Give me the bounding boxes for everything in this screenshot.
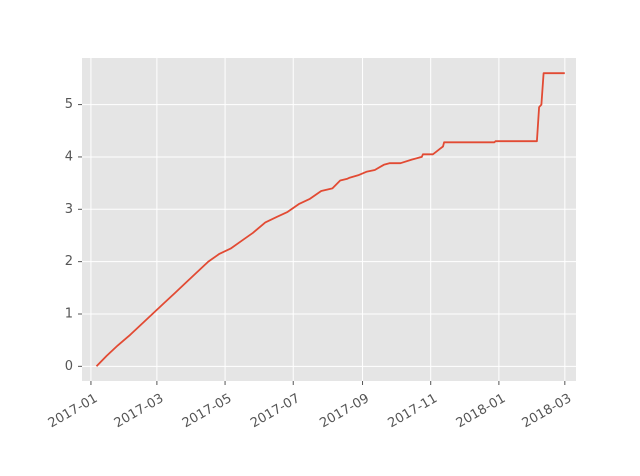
y-tick-label: 1 [65, 306, 73, 321]
plot-background [82, 58, 576, 381]
x-tick-label: 2017-11 [386, 391, 441, 431]
x-tick-label: 2017-03 [112, 391, 167, 431]
x-tick-label: 2017-01 [46, 391, 101, 431]
series-layer [95, 72, 565, 367]
x-tick-label: 2017-05 [180, 391, 235, 431]
series-line [95, 72, 565, 367]
x-tick-label: 2018-01 [454, 391, 509, 431]
x-tick-label: 2018-03 [520, 391, 575, 431]
x-tick-label: 2017-07 [248, 391, 303, 431]
grid-lines [82, 58, 576, 381]
x-tick-label: 2017-09 [317, 391, 372, 431]
y-tick-label: 3 [65, 202, 73, 217]
y-tick-label: 5 [65, 97, 73, 112]
y-tick-label: 4 [65, 149, 73, 164]
y-tick-label: 0 [65, 359, 73, 374]
y-tick-label: 2 [65, 254, 73, 269]
